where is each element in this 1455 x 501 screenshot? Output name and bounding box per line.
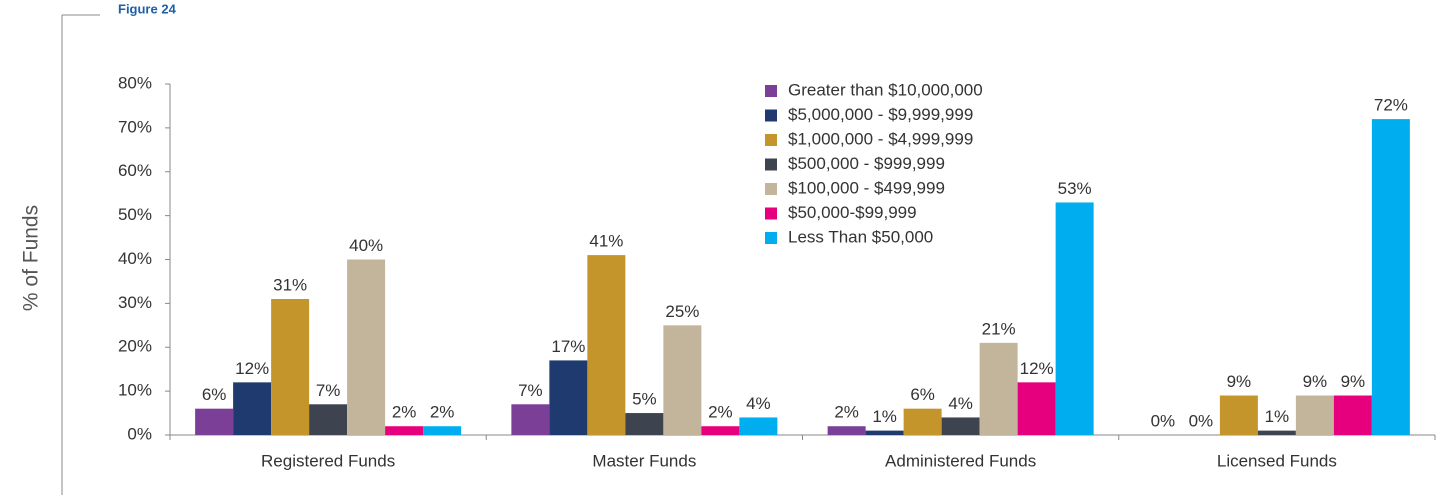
bar <box>739 417 778 435</box>
bar <box>309 404 348 435</box>
chart-title: Figure 24 <box>118 1 177 16</box>
bar <box>1295 395 1334 435</box>
bar <box>979 342 1018 435</box>
data-label: 2% <box>392 403 417 422</box>
x-tick-label: Licensed Funds <box>1217 451 1337 470</box>
data-label: 21% <box>982 319 1016 338</box>
data-label: 12% <box>1020 359 1054 378</box>
bar <box>549 360 588 435</box>
legend-swatch <box>765 183 777 195</box>
x-tick-label: Master Funds <box>592 451 696 470</box>
bar <box>701 426 740 435</box>
data-label: 0% <box>1151 411 1176 430</box>
bar <box>941 417 980 435</box>
data-label: 1% <box>872 407 897 426</box>
y-tick-label: 50% <box>118 205 152 224</box>
data-label: 0% <box>1189 411 1214 430</box>
data-label: 25% <box>665 302 699 321</box>
y-tick-label: 20% <box>118 337 152 356</box>
data-label: 7% <box>518 381 543 400</box>
bar <box>1371 119 1410 435</box>
bar <box>233 382 272 435</box>
bar <box>663 325 702 435</box>
bar <box>865 430 904 435</box>
data-label: 4% <box>948 394 973 413</box>
data-label: 6% <box>910 385 935 404</box>
data-label: 41% <box>589 232 623 251</box>
bar <box>1333 395 1372 435</box>
y-tick-label: 60% <box>118 161 152 180</box>
bar <box>1055 202 1094 435</box>
legend-label: Less Than $50,000 <box>788 227 933 246</box>
data-label: 4% <box>746 394 771 413</box>
bar <box>625 413 664 435</box>
bar <box>1257 430 1296 435</box>
bar <box>271 298 310 435</box>
data-label: 12% <box>235 359 269 378</box>
y-tick-label: 0% <box>127 424 152 443</box>
legend-label: $100,000 - $499,999 <box>788 178 945 197</box>
data-label: 6% <box>202 385 227 404</box>
data-label: 9% <box>1303 372 1328 391</box>
y-tick-label: 10% <box>118 381 152 400</box>
bar <box>587 255 626 435</box>
data-label: 72% <box>1374 96 1408 115</box>
legend-label: $50,000-$99,999 <box>788 203 917 222</box>
data-label: 40% <box>349 236 383 255</box>
legend-label: $500,000 - $999,999 <box>788 154 945 173</box>
y-tick-label: 70% <box>118 117 152 136</box>
bar <box>1219 395 1258 435</box>
bar <box>511 404 550 435</box>
legend-swatch <box>765 109 777 122</box>
legend-swatch <box>765 134 777 146</box>
data-label: 7% <box>316 381 341 400</box>
bar <box>385 426 424 435</box>
y-axis-label: % of Funds <box>20 205 43 311</box>
legend-swatch <box>765 207 777 220</box>
legend-label: Greater than $10,000,000 <box>788 80 983 99</box>
y-tick-label: 80% <box>118 73 152 92</box>
data-label: 2% <box>430 403 455 422</box>
data-label: 5% <box>632 390 657 409</box>
data-label: 9% <box>1227 372 1252 391</box>
legend-swatch <box>765 232 777 244</box>
y-tick-label: 40% <box>118 249 152 268</box>
data-label: 1% <box>1265 407 1290 426</box>
bar <box>827 426 866 435</box>
data-label: 31% <box>273 275 307 294</box>
legend-label: $5,000,000 - $9,999,999 <box>788 105 973 124</box>
data-label: 2% <box>708 403 733 422</box>
legend-swatch <box>765 85 777 97</box>
legend-label: $1,000,000 - $4,999,999 <box>788 129 973 148</box>
y-tick-label: 30% <box>118 293 152 312</box>
data-label: 17% <box>551 337 585 356</box>
bar <box>1017 382 1056 435</box>
x-tick-label: Registered Funds <box>261 451 395 470</box>
x-tick-label: Administered Funds <box>885 451 1036 470</box>
bar <box>903 408 942 435</box>
data-label: 53% <box>1058 179 1092 198</box>
bar <box>423 426 462 435</box>
bar <box>347 259 386 435</box>
data-label: 9% <box>1341 372 1366 391</box>
bar <box>195 408 234 435</box>
data-label: 2% <box>834 403 859 422</box>
legend-swatch <box>765 158 777 171</box>
